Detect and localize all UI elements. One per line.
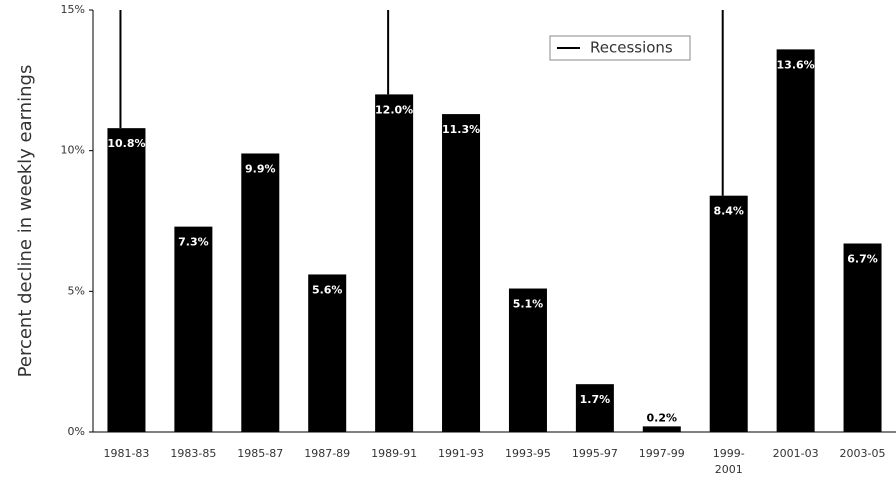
bar — [375, 94, 414, 433]
value-label: 1.7% — [580, 393, 611, 406]
value-label: 5.6% — [312, 283, 343, 296]
value-label: 13.6% — [777, 58, 815, 71]
x-tick-label: 2001-03 — [773, 447, 819, 460]
x-tick-label: 1993-95 — [505, 447, 551, 460]
bar — [508, 288, 547, 432]
x-tick-label: 1995-97 — [572, 447, 618, 460]
x-tick-label: 1987-89 — [304, 447, 350, 460]
bar — [174, 226, 213, 432]
bar — [843, 243, 882, 432]
y-tick-label: 0% — [68, 425, 85, 438]
bar — [709, 195, 748, 432]
bar — [107, 128, 146, 432]
value-label: 10.8% — [107, 137, 145, 150]
value-label: 7.3% — [178, 236, 209, 249]
y-tick-label: 15% — [61, 3, 85, 16]
value-label: 9.9% — [245, 162, 276, 175]
bar — [575, 384, 614, 432]
x-tick-label: 1983-85 — [170, 447, 216, 460]
x-tick-label: 2003-05 — [840, 447, 886, 460]
x-tick-label: 1997-99 — [639, 447, 685, 460]
bar — [442, 114, 481, 433]
bar — [241, 153, 280, 433]
value-label: 0.2% — [647, 411, 678, 424]
bar — [776, 49, 815, 433]
legend-label: Recessions — [590, 39, 673, 57]
value-label: 8.4% — [713, 205, 744, 218]
value-label: 5.1% — [513, 298, 544, 311]
x-tick-label: 1989-91 — [371, 447, 417, 460]
y-tick-label: 5% — [68, 284, 85, 297]
value-label: 12.0% — [375, 103, 413, 116]
x-tick-label: 1999-2001 — [713, 447, 745, 476]
bar — [308, 274, 347, 432]
x-tick-label: 1991-93 — [438, 447, 484, 460]
value-label: 11.3% — [442, 123, 480, 136]
y-axis-label: Percent decline in weekly earnings — [15, 65, 36, 378]
y-tick-label: 10% — [61, 144, 85, 157]
x-tick-label: 1981-83 — [103, 447, 149, 460]
x-tick-label: 1985-87 — [237, 447, 283, 460]
value-label: 6.7% — [847, 253, 878, 266]
bar — [642, 426, 681, 432]
